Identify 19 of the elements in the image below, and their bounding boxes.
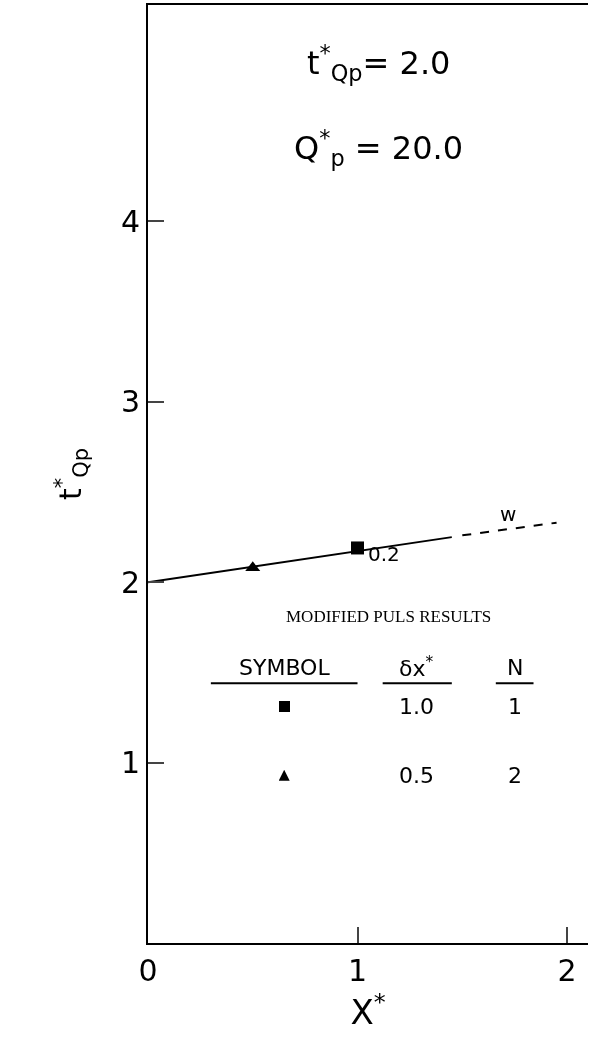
annotation: 0.5 (399, 763, 434, 788)
annotation: 1.0 (399, 694, 434, 719)
text: t$^{*}$$_{Qp}$= 2.0 (307, 40, 451, 87)
x-tick-label: 0 (138, 953, 158, 988)
y-tick-label: 2 (120, 564, 140, 600)
annotation: w (500, 502, 517, 526)
annotation: δx$^{*}$ (399, 653, 434, 682)
annotation: MODIFIED PULS RESULTS (286, 607, 492, 626)
annotation: N (507, 655, 524, 680)
x-tick-label: 1 (347, 953, 368, 988)
y-tick-label: 3 (120, 384, 140, 420)
y-tick-label: 1 (120, 745, 140, 781)
annotation: SYMBOL (239, 655, 331, 680)
text: Q$^{*}$$_{p}$ = 20.0 (294, 125, 464, 172)
annotation: 2 (508, 763, 522, 788)
annotation: 1 (508, 694, 522, 719)
x-axis-title: X$^{*}$ (350, 988, 386, 1033)
y-tick-label: 4 (120, 203, 140, 239)
x-tick-label: 2 (557, 953, 577, 988)
